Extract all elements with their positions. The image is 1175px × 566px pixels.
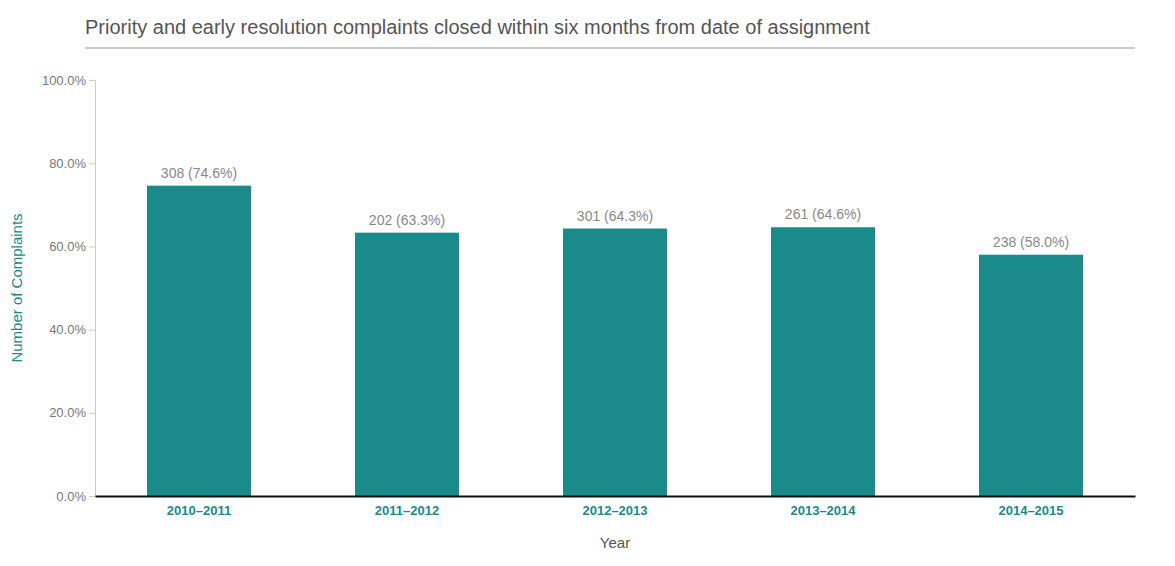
y-tick: 0.0% — [56, 489, 95, 504]
y-tick-mark — [89, 163, 95, 164]
y-tick-mark — [89, 413, 95, 414]
x-tick-label: 2012–2013 — [582, 503, 647, 518]
x-tick: 2013–2014 — [790, 503, 856, 518]
separator — [85, 48, 1135, 49]
data-label: 238 (58.0%) — [993, 234, 1069, 250]
y-tick-mark — [89, 246, 95, 247]
x-tick: 2011–2012 — [375, 503, 439, 518]
chart: Priority and early resolution complaints… — [0, 0, 1175, 566]
y-tick-label: 100.0% — [42, 73, 87, 88]
y-axis: 0.0% 20.0% 40.0% 60.0% 80.0% 100.0% — [42, 73, 96, 504]
y-tick-label: 80.0% — [49, 156, 86, 171]
y-tick-mark — [89, 496, 95, 497]
bar — [355, 233, 459, 496]
data-label: 308 (74.6%) — [161, 165, 237, 181]
x-axis-title: Year — [600, 534, 630, 551]
data-label: 261 (64.6%) — [785, 206, 861, 222]
y-tick: 60.0% — [49, 239, 95, 254]
data-label: 202 (63.3%) — [369, 212, 445, 228]
y-tick: 100.0% — [42, 73, 95, 88]
y-tick-label: 60.0% — [49, 239, 86, 254]
y-tick: 80.0% — [49, 156, 95, 171]
y-axis-title: Number of Complaints — [8, 213, 25, 362]
bar — [979, 255, 1083, 496]
title: Priority and early resolution complaints… — [85, 16, 870, 38]
bars — [147, 186, 1083, 496]
x-axis-line — [96, 496, 1136, 498]
y-tick: 40.0% — [49, 322, 95, 337]
x-tick-label: 2010–2011 — [167, 503, 231, 518]
plot: 308 (74.6%) 202 (63.3%) 301 (64.3%) 261 (64… — [42, 73, 1136, 519]
bar — [147, 186, 251, 496]
x-tick-label: 2013–2014 — [790, 503, 856, 518]
data-labels: 308 (74.6%) 202 (63.3%) 301 (64.3%) 261 (64… — [161, 165, 1069, 250]
x-tick: 2010–2011 — [167, 503, 231, 518]
y-tick-mark — [89, 80, 95, 81]
y-tick: 20.0% — [49, 405, 95, 420]
data-label: 301 (64.3%) — [577, 208, 653, 224]
y-tick-mark — [89, 330, 95, 331]
bar — [563, 229, 667, 496]
x-tick-label: 2014–2015 — [998, 503, 1063, 518]
bar — [771, 227, 875, 496]
y-tick-label: 0.0% — [56, 489, 86, 504]
y-tick-label: 20.0% — [49, 405, 86, 420]
y-tick-label: 40.0% — [49, 322, 86, 337]
x-tick-label: 2011–2012 — [375, 503, 439, 518]
x-tick: 2012–2013 — [582, 503, 647, 518]
x-tick: 2014–2015 — [998, 503, 1063, 518]
y-axis-line — [89, 81, 96, 497]
x-axis: 2010–2011 2011–2012 2012–2013 2013–2014 2014… — [96, 497, 1136, 519]
